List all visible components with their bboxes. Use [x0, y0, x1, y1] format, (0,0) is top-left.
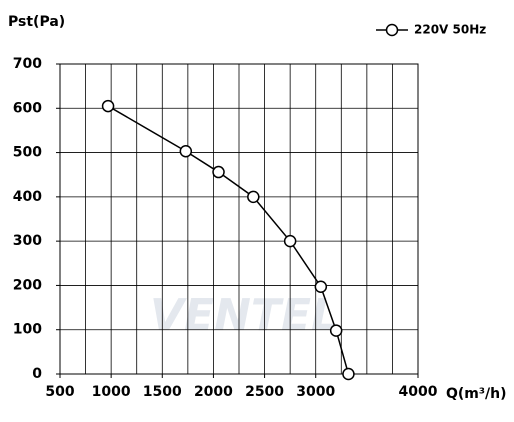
- point-marker: [101, 99, 115, 113]
- x-tick-label: 1000: [92, 384, 131, 400]
- point-marker: [283, 234, 297, 248]
- point-marker: [314, 280, 328, 294]
- y-tick-label: 200: [13, 277, 42, 293]
- x-tick-label: 2000: [194, 384, 233, 400]
- y-tick-label: 500: [13, 145, 42, 161]
- point-marker: [247, 190, 260, 204]
- watermark: VENTEL: [150, 290, 339, 341]
- x-tick-label: 3000: [296, 384, 335, 400]
- y-tick-label: 600: [13, 100, 42, 116]
- x-tick-label: 500: [45, 384, 74, 400]
- x-tick-label: 1500: [143, 384, 182, 400]
- point-marker: [329, 324, 343, 337]
- point-marker: [212, 165, 225, 179]
- point-marker: [179, 144, 193, 158]
- x-axis-label: Q(m³/h): [446, 386, 507, 402]
- y-axis-label: Pst(Pa): [8, 14, 65, 30]
- point-marker: [342, 367, 355, 381]
- y-tick-label: 400: [13, 189, 42, 205]
- y-tick-label: 300: [13, 233, 42, 249]
- x-tick-label: 4000: [399, 384, 438, 400]
- legend-label: 220V 50Hz: [414, 23, 486, 37]
- legend-marker: [385, 23, 399, 37]
- y-tick-label: 0: [32, 366, 42, 382]
- y-tick-label: 100: [13, 322, 42, 338]
- x-tick-label: 2500: [245, 384, 284, 400]
- series-line: [107, 105, 350, 375]
- y-tick-label: 700: [13, 56, 42, 72]
